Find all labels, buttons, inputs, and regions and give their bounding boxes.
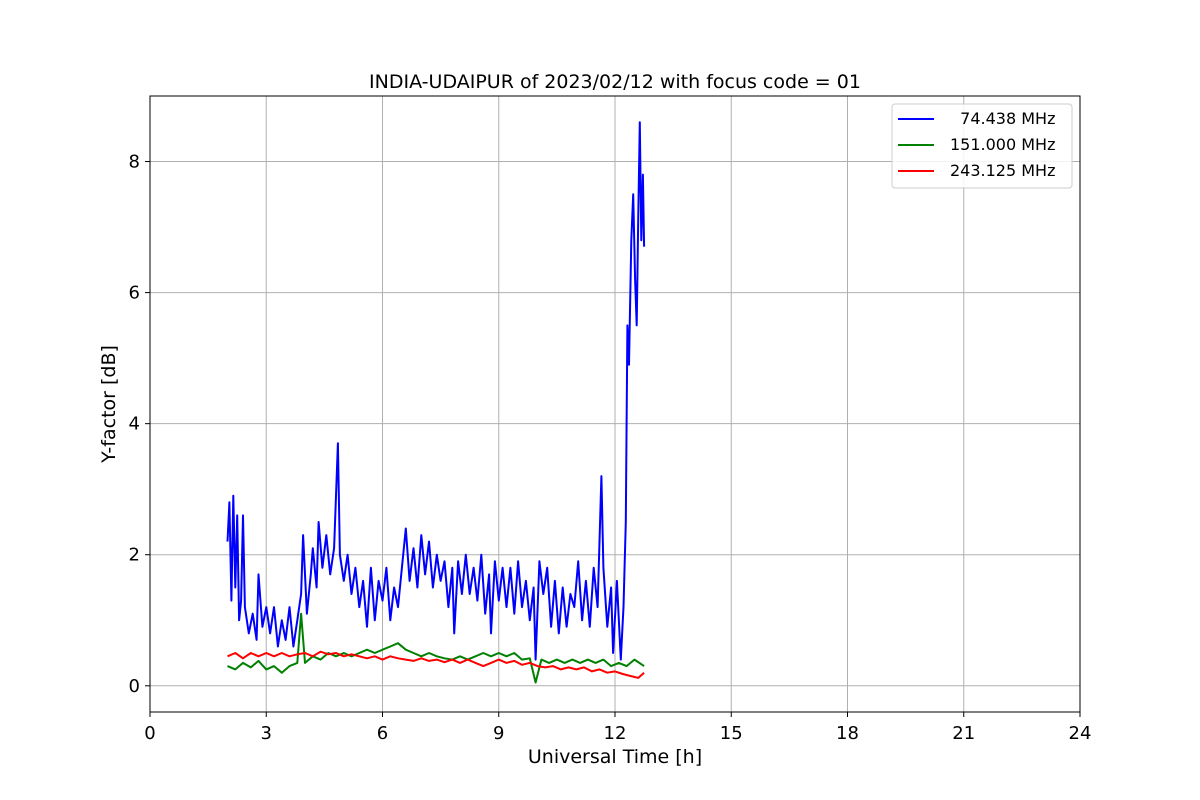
x-tick-label: 24: [1069, 723, 1092, 744]
x-tick-label: 18: [836, 723, 859, 744]
series-line-1: [227, 612, 645, 684]
x-tick-label: 15: [720, 723, 743, 744]
x-axis-label: Universal Time [h]: [528, 746, 702, 768]
y-axis-label: Y-factor [dB]: [98, 345, 120, 464]
x-tick-label: 6: [377, 723, 388, 744]
legend-entry-label: 74.438 MHz: [950, 109, 1055, 128]
series-lines: [226, 121, 646, 684]
legend-box: [891, 103, 1073, 189]
y-tick-label: 2: [129, 545, 140, 566]
x-tick-label: 21: [952, 723, 975, 744]
x-tick-label: 12: [604, 723, 627, 744]
legend-entry-label: 243.125 MHz: [950, 161, 1055, 180]
x-axis-ticks: 0 3 6 9 12 15 18 21 24: [144, 712, 1091, 744]
y-tick-label: 0: [129, 676, 140, 697]
y-axis-ticks: 0 2 4 6 8: [129, 152, 150, 697]
x-tick-label: 0: [144, 723, 155, 744]
y-tick-label: 4: [129, 414, 140, 435]
y-tick-label: 6: [129, 283, 140, 304]
series-line-0: [226, 121, 646, 661]
x-tick-label: 3: [261, 723, 272, 744]
x-tick-label: 9: [493, 723, 504, 744]
series-line-2: [227, 650, 645, 679]
y-tick-label: 8: [129, 152, 140, 173]
legend: 74.438 MHz 151.000 MHz 243.125 MHz: [891, 103, 1073, 189]
legend-entry-label: 151.000 MHz: [950, 135, 1055, 154]
chart-title: INDIA-UDAIPUR of 2023/02/12 with focus c…: [369, 71, 861, 93]
